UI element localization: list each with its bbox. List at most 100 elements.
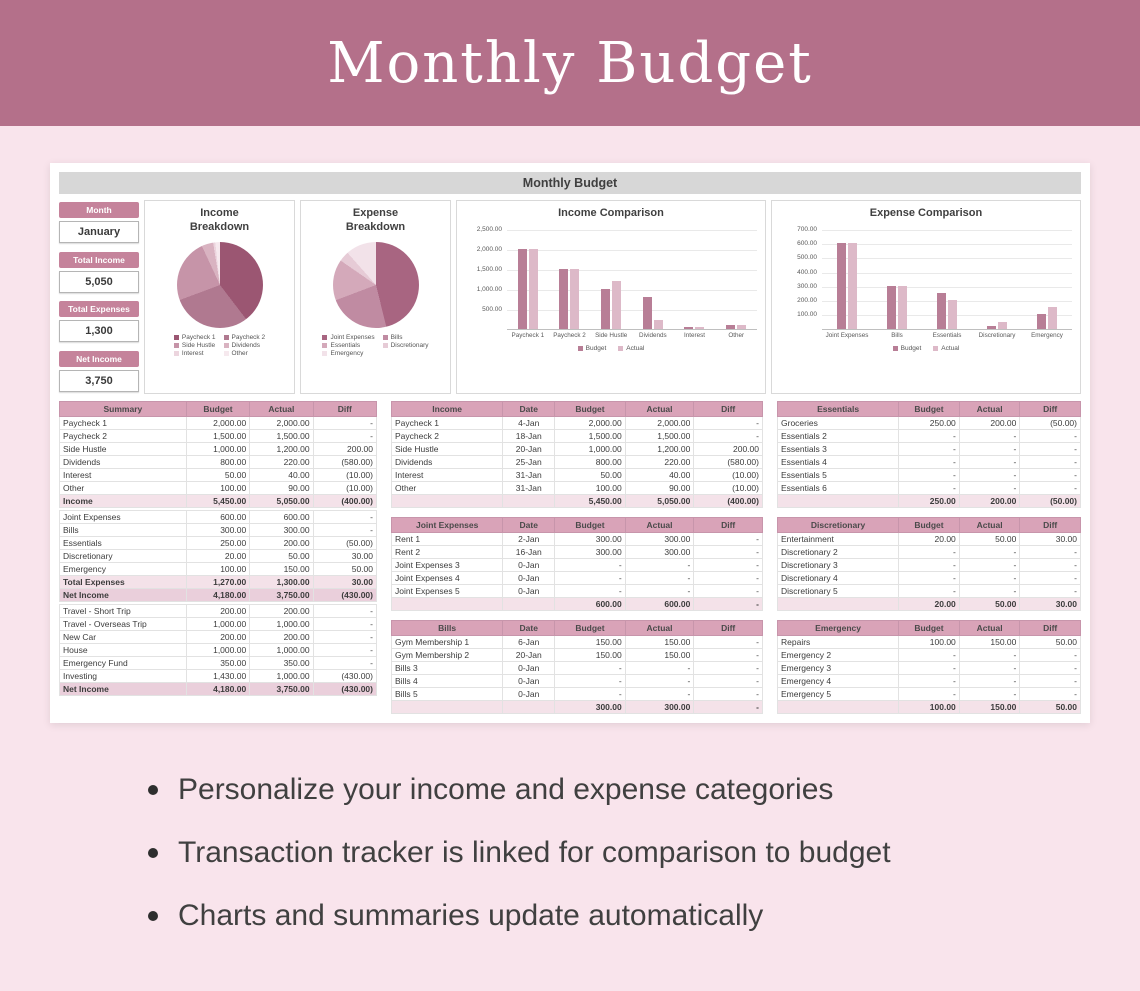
legend-label: Bills (390, 333, 403, 341)
cell (390, 597, 504, 611)
column-header: Summary (59, 401, 187, 417)
cell: - (1019, 442, 1081, 456)
cell: Interest (59, 468, 187, 482)
column-header: Diff (312, 401, 378, 417)
bar-budget (937, 293, 946, 329)
cell: (10.00) (693, 481, 763, 495)
cell: - (693, 558, 763, 572)
cell: 2,000.00 (249, 416, 314, 430)
cell (390, 700, 504, 714)
cell: - (898, 571, 960, 585)
expense-bar-legend: Budget Actual (780, 345, 1072, 352)
cell: 40.00 (624, 468, 695, 482)
table-row: Total Expenses 1,270.00 1,300.00 30.00 (59, 575, 378, 589)
cell: 1,300.00 (249, 575, 314, 589)
cell: - (693, 416, 763, 430)
cell: 800.00 (185, 455, 251, 469)
column-header: Actual (958, 401, 1021, 417)
legend-item: Paycheck 2 (223, 334, 265, 341)
cell: - (958, 442, 1021, 456)
cell: (50.00) (1019, 416, 1081, 430)
cell: 50.00 (554, 468, 626, 482)
cell: - (693, 674, 763, 688)
cell: 20.00 (898, 532, 960, 546)
legend-label: Emergency (330, 349, 364, 357)
legend-item: Actual (933, 345, 959, 352)
cell: - (1019, 481, 1081, 495)
bills-table: Bills Date Budget Actual Diff Gym Membership … (390, 620, 763, 714)
cell: Bills (59, 523, 187, 537)
legend-item: Actual (618, 345, 644, 352)
bullet-icon (148, 785, 158, 795)
cell: - (898, 661, 960, 675)
table-row: Discretionary 5--- (776, 584, 1081, 598)
legend-item: Dividends (223, 342, 266, 349)
sheet-grid: Summary Budget Actual Diff Paycheck 1 2,000.0… (59, 401, 378, 696)
transactions-column: Income Date Budget Actual Diff Paycheck 1 4-Ja… (390, 401, 763, 714)
cell: 50.00 (958, 597, 1021, 611)
kpi-month: Month January (59, 202, 139, 243)
cell: - (958, 429, 1021, 443)
spreadsheet-card: Monthly Budget Month January Total Incom… (50, 163, 1090, 723)
cell: Joint Expenses (59, 510, 187, 524)
legend-label: Budget (900, 344, 922, 352)
cell: - (554, 558, 626, 572)
table-row: Emergency 100.00 150.00 50.00 (59, 562, 378, 576)
table-row: Rent 1 2-Jan 300.00 300.00- (390, 532, 763, 546)
cell: 600.00 (185, 510, 251, 524)
cell: 600.00 (624, 597, 695, 611)
cell: - (312, 416, 378, 430)
cell: - (1019, 468, 1081, 482)
cell: 100.00 (185, 562, 251, 576)
cell: Discretionary (59, 549, 187, 563)
cell: - (312, 604, 378, 618)
table-row: Net Income 4,180.00 3,750.00 (430.00) (59, 588, 378, 602)
cell: 20.00 (898, 597, 960, 611)
dashboard-row: Month January Total Income 5,050 Total E… (59, 200, 1081, 394)
table-row: Net Income 4,180.00 3,750.00 (430.00) (59, 682, 378, 696)
cell: - (624, 558, 695, 572)
table-row: 5,450.00 5,050.00 (400.00) (390, 494, 763, 508)
cell: 90.00 (249, 481, 314, 495)
feature-item: Personalize your income and expense cate… (148, 773, 1140, 807)
cell: Essentials 4 (776, 455, 900, 469)
gridline (507, 309, 757, 311)
legend-swatch-icon (382, 334, 388, 340)
cell: 1,500.00 (185, 429, 251, 443)
cell: 4,180.00 (185, 682, 251, 696)
income-comparison-panel: Income Comparison 2,500.00 2,000.00 1,500.… (456, 200, 766, 394)
cell: Paycheck 2 (390, 429, 504, 443)
kpi-month-value: January (59, 221, 139, 243)
cell: 300.00 (624, 532, 695, 546)
legend-swatch-icon (322, 342, 328, 348)
kpi-month-label: Month (59, 202, 139, 218)
cell: Dividends (390, 455, 504, 469)
cell: 300.00 (554, 700, 626, 714)
income-pie-chart (176, 241, 263, 328)
kpi-total-expenses-value: 1,300 (59, 320, 139, 343)
gridline (822, 244, 1072, 246)
cell: Essentials 3 (776, 442, 900, 456)
gridline (507, 269, 757, 271)
table-row: Paycheck 1 2,000.00 2,000.00- (59, 416, 378, 430)
table-row: Essentials 2--- (776, 429, 1081, 443)
y-tick-label: 500.00 (482, 305, 502, 313)
legend-swatch-icon (223, 334, 229, 340)
kpi-total-income-label: Total Income (59, 251, 139, 268)
sheet-title: Monthly Budget (59, 172, 1081, 194)
bar-group (642, 296, 663, 329)
table-row: Interest 50.00 40.00 (10.00) (59, 468, 378, 482)
cell: (580.00) (693, 455, 763, 469)
cell: - (958, 674, 1021, 688)
cell (502, 494, 556, 508)
cell: - (312, 523, 378, 537)
expense-pie-chart (332, 241, 419, 328)
legend-swatch-icon (933, 345, 939, 351)
table-row: Entertainment 20.00 50.00 30.00 (776, 532, 1081, 546)
cell: Emergency 2 (776, 648, 900, 662)
cell: 30.00 (1019, 532, 1081, 546)
legend-item: Essentials (322, 342, 374, 349)
cell: - (1019, 545, 1081, 559)
discretionary-table: Discretionary Budget Actual Diff Entertainme… (776, 517, 1081, 611)
legend-item: Emergency (322, 350, 374, 357)
